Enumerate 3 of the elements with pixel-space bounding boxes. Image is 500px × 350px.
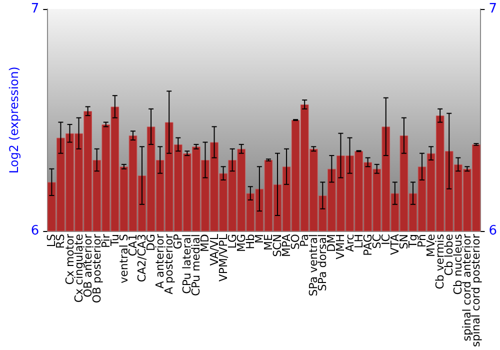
y2-tick-label: 6: [488, 224, 498, 239]
y-axis-title: Log2 (expression): [7, 66, 21, 174]
y2-tick-label: 7: [488, 2, 498, 16]
